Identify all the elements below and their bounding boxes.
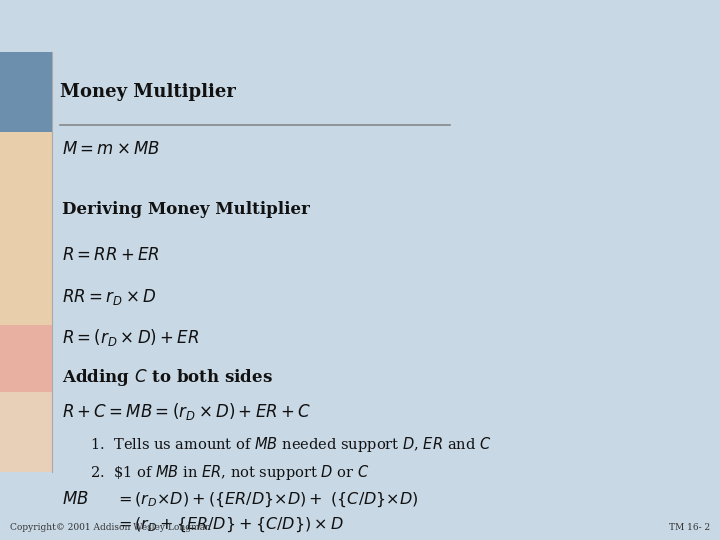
Text: $\mathit{RR} = \mathit{r}_{\mathit{D}} \times \mathit{D}$: $\mathit{RR} = \mathit{r}_{\mathit{D}} \… — [62, 287, 156, 307]
Text: Money Multiplier: Money Multiplier — [60, 83, 236, 101]
Bar — [0, 132, 52, 325]
Text: TM 16- 2: TM 16- 2 — [669, 523, 710, 532]
Bar — [0, 52, 52, 132]
Text: $\mathit{R} = (\mathit{r}_{\mathit{D}} \times \mathit{D}) + \mathit{ER}$: $\mathit{R} = (\mathit{r}_{\mathit{D}} \… — [62, 327, 199, 348]
Text: Deriving Money Multiplier: Deriving Money Multiplier — [62, 201, 310, 219]
Text: $= (\mathit{r}_{\mathit{D}}{\times}\mathit{D}) +(\{\mathit{ER/D}\}{\times}\mathi: $= (\mathit{r}_{\mathit{D}}{\times}\math… — [115, 491, 418, 509]
Bar — [0, 392, 52, 472]
Text: $\mathit{R} + \mathit{C} = \mathit{MB} = (\mathit{r}_{\mathit{D}} \times \mathit: $\mathit{R} + \mathit{C} = \mathit{MB} =… — [62, 402, 311, 422]
Text: 2.  \$1 of $\mathit{MB}$ in $\mathit{ER}$, not support $\mathit{D}$ or $\mathit{: 2. \$1 of $\mathit{MB}$ in $\mathit{ER}$… — [90, 463, 369, 483]
Text: 1.  Tells us amount of $\mathit{MB}$ needed support $\mathit{D}$, $\mathit{ER}$ : 1. Tells us amount of $\mathit{MB}$ need… — [90, 435, 491, 455]
Text: Adding $\mathit{C}$ to both sides: Adding $\mathit{C}$ to both sides — [62, 367, 273, 388]
Text: $\mathit{M} = \mathit{m} \times \mathit{MB}$: $\mathit{M} = \mathit{m} \times \mathit{… — [62, 141, 160, 159]
Text: $= (\mathit{r}_{\mathit{D}} + \{\mathit{ER/D}\} + \{\mathit{C/D}\}) \times \math: $= (\mathit{r}_{\mathit{D}} + \{\mathit{… — [115, 516, 344, 534]
Bar — [0, 325, 52, 392]
Text: $\mathit{MB}$: $\mathit{MB}$ — [62, 491, 89, 509]
Text: Copyright© 2001 Addison Wesley Longman: Copyright© 2001 Addison Wesley Longman — [10, 523, 211, 532]
Text: $\mathit{R} = \mathit{RR} + \mathit{ER}$: $\mathit{R} = \mathit{RR} + \mathit{ER}$ — [62, 246, 160, 264]
